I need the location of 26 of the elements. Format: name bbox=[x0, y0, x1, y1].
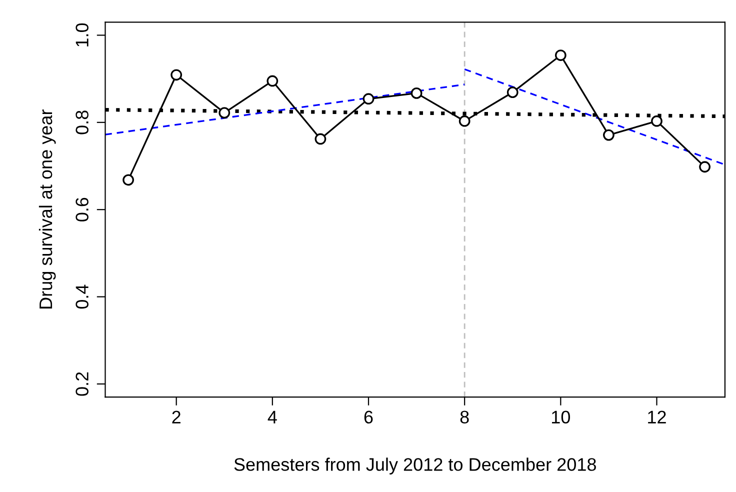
point bbox=[699, 161, 710, 173]
x-tick-label: 12 bbox=[648, 410, 666, 424]
y-axis-title: Drug survival at one year bbox=[38, 110, 56, 308]
point bbox=[266, 75, 278, 87]
x-tick-label: 2 bbox=[172, 410, 180, 424]
y-tick-label: 0.4 bbox=[76, 284, 88, 309]
x-axis-title: Semesters from July 2012 to December 2018 bbox=[234, 458, 596, 474]
point bbox=[362, 93, 374, 105]
y-tick-label: 1.0 bbox=[76, 23, 88, 46]
y-tick-label: 0.8 bbox=[76, 110, 88, 134]
point bbox=[506, 86, 518, 98]
point bbox=[410, 88, 422, 99]
point bbox=[122, 174, 134, 186]
point bbox=[458, 115, 470, 127]
point bbox=[651, 115, 662, 127]
x-tick-label: 10 bbox=[552, 410, 570, 424]
point bbox=[554, 50, 566, 61]
x-tick-label: 8 bbox=[460, 410, 469, 424]
point bbox=[314, 133, 326, 145]
point bbox=[603, 129, 614, 141]
x-tick-label: 4 bbox=[268, 410, 277, 424]
point bbox=[170, 69, 182, 81]
y-tick-label: 0.6 bbox=[76, 198, 88, 222]
point bbox=[218, 107, 230, 119]
x-tick-label: 6 bbox=[364, 410, 373, 424]
y-tick-label: 0.2 bbox=[76, 372, 88, 396]
